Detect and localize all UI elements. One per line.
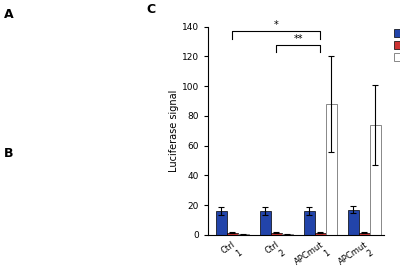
Bar: [315, 233, 326, 235]
Bar: [370, 125, 381, 235]
Bar: [348, 210, 359, 235]
Legend: Positive, Negative, Wnt Reporter: Positive, Negative, Wnt Reporter: [392, 27, 400, 64]
Text: *: *: [274, 20, 278, 30]
Bar: [216, 211, 227, 235]
Bar: [227, 233, 238, 235]
Bar: [304, 211, 315, 235]
Text: **: **: [294, 34, 303, 44]
Text: B: B: [4, 147, 14, 160]
Bar: [260, 211, 271, 235]
Bar: [271, 233, 282, 235]
Bar: [282, 234, 293, 235]
Y-axis label: Luciferase signal: Luciferase signal: [169, 90, 179, 172]
Bar: [238, 234, 249, 235]
Bar: [359, 233, 370, 235]
Text: A: A: [4, 8, 14, 21]
Bar: [326, 104, 337, 235]
Text: C: C: [146, 3, 156, 16]
